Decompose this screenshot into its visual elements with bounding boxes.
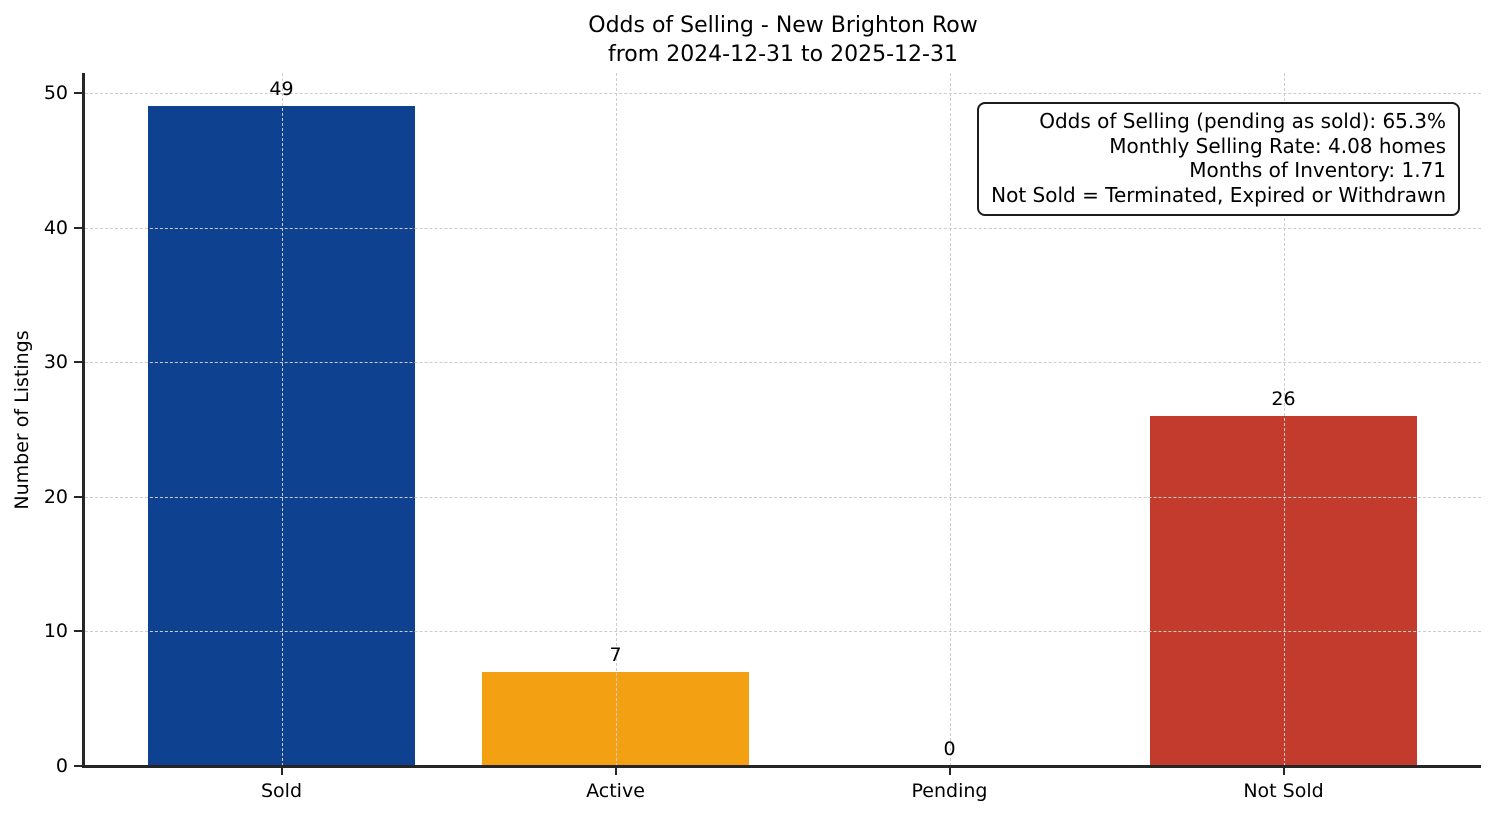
horizontal-gridline bbox=[85, 227, 1481, 229]
x-tick-label-sold: Sold bbox=[260, 780, 303, 802]
y-tick-label: 30 bbox=[43, 351, 68, 374]
annotation-months-of-inventory: Months of Inventory: 1.71 bbox=[1189, 158, 1446, 182]
horizontal-gridline bbox=[85, 93, 1481, 94]
annotation-odds-of-selling: Odds of Selling (pending as sold): 65.3% bbox=[1039, 109, 1446, 133]
y-tick-mark bbox=[74, 361, 82, 364]
y-tick-label: 20 bbox=[43, 485, 68, 508]
x-tick-mark bbox=[1282, 767, 1285, 775]
vertical-gridline bbox=[615, 73, 617, 766]
bar-value-label: 26 bbox=[1271, 388, 1296, 411]
x-axis-spine bbox=[82, 765, 1481, 768]
y-tick-mark bbox=[74, 495, 82, 498]
chart-title: Odds of Selling - New Brighton Row from … bbox=[85, 11, 1481, 69]
vertical-gridline bbox=[281, 73, 283, 766]
x-tick-mark bbox=[614, 767, 617, 775]
y-tick-mark bbox=[74, 765, 82, 767]
y-tick-label: 10 bbox=[43, 620, 68, 643]
vertical-gridline bbox=[949, 73, 951, 766]
horizontal-gridline bbox=[85, 496, 1481, 498]
horizontal-gridline bbox=[85, 362, 1481, 364]
bar-value-label: 7 bbox=[609, 643, 622, 666]
y-tick-mark bbox=[74, 92, 82, 94]
x-tick-mark bbox=[948, 767, 951, 775]
x-tick-mark bbox=[280, 767, 283, 775]
y-axis-spine bbox=[82, 73, 85, 768]
y-tick-label: 0 bbox=[55, 755, 68, 777]
y-tick-mark bbox=[74, 226, 82, 229]
y-tick-label: 50 bbox=[43, 82, 68, 104]
x-tick-label-pending: Pending bbox=[911, 780, 988, 802]
bar-value-label: 0 bbox=[943, 738, 956, 760]
stats-annotation-box: Odds of Selling (pending as sold): 65.3%… bbox=[977, 102, 1460, 216]
bar-value-label: 49 bbox=[269, 78, 294, 101]
chart-title-line2: from 2024-12-31 to 2025-12-31 bbox=[608, 42, 958, 67]
x-tick-label-active: Active bbox=[586, 780, 645, 802]
annotation-not-sold-definition: Not Sold = Terminated, Expired or Withdr… bbox=[991, 182, 1446, 207]
vertical-gridline bbox=[1283, 73, 1285, 766]
y-tick-label: 40 bbox=[43, 216, 68, 239]
annotation-monthly-selling-rate: Monthly Selling Rate: 4.08 homes bbox=[1109, 133, 1446, 158]
chart-title-line1: Odds of Selling - New Brighton Row bbox=[588, 13, 978, 38]
y-tick-mark bbox=[74, 630, 82, 633]
horizontal-gridline bbox=[85, 631, 1481, 633]
x-tick-label-not-sold: Not Sold bbox=[1243, 780, 1324, 802]
